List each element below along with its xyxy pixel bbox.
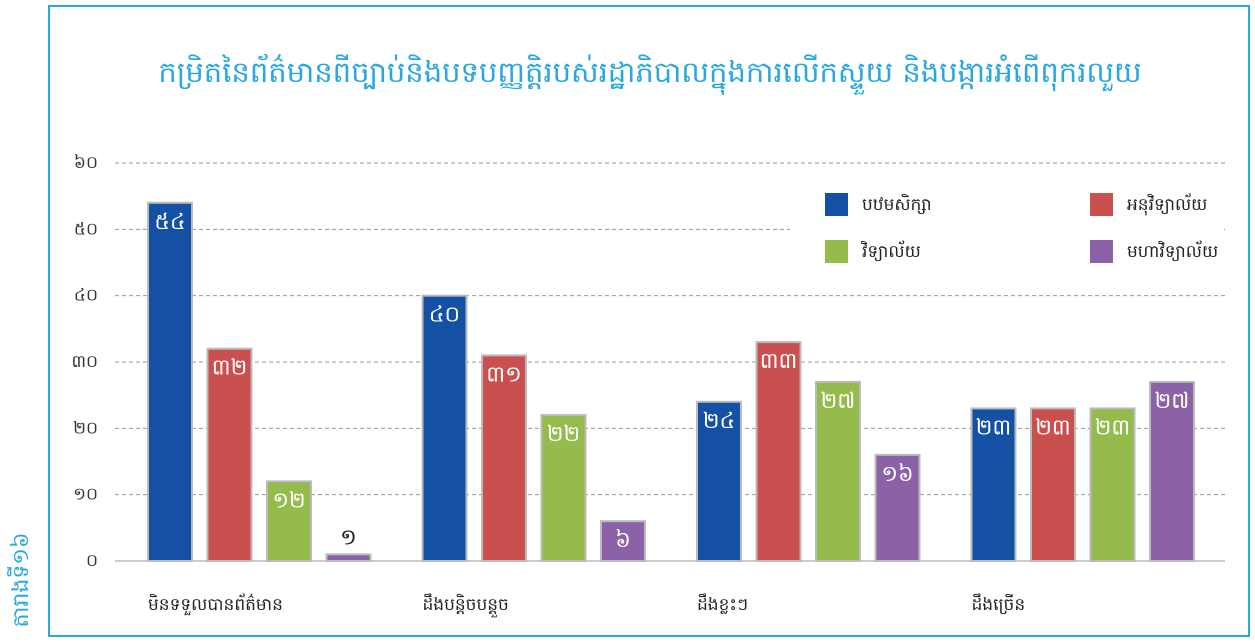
chart-title: កម្រិតនៃព័ត៌មានពីច្បាប់និងបទបញ្ញត្តិរបស់… bbox=[158, 53, 1141, 95]
bar bbox=[266, 480, 312, 562]
legend-swatch bbox=[1090, 240, 1113, 263]
legend-label: មហាវិទ្យាល័យ bbox=[1127, 240, 1218, 262]
data-label: ២២ bbox=[547, 422, 580, 447]
legend-label: អនុវិទ្យាល័យ bbox=[1127, 193, 1207, 216]
x-tick-label: ដឹងខ្លះៗ bbox=[697, 593, 748, 615]
data-label: ១៦ bbox=[881, 462, 913, 487]
legend-swatch bbox=[1090, 193, 1113, 216]
bar bbox=[147, 201, 193, 563]
data-label: ៣៣ bbox=[760, 349, 798, 374]
legend-background bbox=[790, 178, 1224, 278]
bar bbox=[540, 414, 587, 563]
bar bbox=[970, 407, 1017, 562]
legend-swatch bbox=[825, 240, 848, 263]
frame bbox=[48, 5, 1250, 637]
x-tick-label: ដឹងបន្តិចបន្តួច bbox=[423, 593, 509, 618]
data-label: ៦ bbox=[615, 528, 631, 553]
bar bbox=[696, 400, 742, 562]
bar bbox=[481, 354, 527, 562]
data-label: ៣២ bbox=[212, 356, 247, 381]
data-label: ១២ bbox=[272, 488, 305, 513]
data-label: ២៣ bbox=[1035, 415, 1070, 440]
bar bbox=[325, 553, 372, 562]
data-label: ២៣ bbox=[1095, 415, 1130, 440]
data-label: ១ bbox=[340, 525, 357, 550]
bar bbox=[421, 294, 468, 562]
y-tick-label: ១០ bbox=[73, 485, 98, 505]
data-label: ៣១ bbox=[486, 362, 521, 387]
bar bbox=[206, 347, 253, 562]
bar bbox=[1089, 407, 1136, 562]
legend-label: បឋមសិក្សា bbox=[862, 193, 932, 215]
y-tick-label: ៦០ bbox=[74, 153, 98, 173]
bar bbox=[600, 520, 646, 563]
y-tick-label: ២០ bbox=[73, 418, 98, 438]
y-tick-label: ៥០ bbox=[74, 219, 98, 239]
x-tick-label: មិនទទួលបានព័ត៌មាន bbox=[148, 593, 283, 616]
x-tick-label: ដឹងច្រើន bbox=[972, 593, 1026, 615]
data-label: ២៤ bbox=[703, 409, 735, 434]
bar bbox=[1030, 407, 1076, 562]
side-label: តារាងទី១៦ bbox=[7, 532, 34, 627]
legend-swatch bbox=[825, 193, 848, 216]
data-label: ២៧ bbox=[821, 389, 856, 414]
data-label: ២៧ bbox=[1155, 389, 1190, 414]
data-label: ២៣ bbox=[976, 415, 1011, 440]
y-tick-label: ៣០ bbox=[71, 352, 98, 372]
bar bbox=[874, 453, 921, 562]
bar bbox=[1149, 380, 1195, 562]
data-label: ៥៤ bbox=[154, 210, 185, 235]
bar bbox=[755, 341, 802, 562]
y-tick-label: ៤០ bbox=[74, 286, 98, 306]
legend-label: វិទ្យាល័យ bbox=[860, 240, 920, 262]
y-tick-label: ០ bbox=[86, 551, 98, 571]
data-label: ៤០ bbox=[429, 303, 460, 328]
bar bbox=[815, 380, 861, 562]
